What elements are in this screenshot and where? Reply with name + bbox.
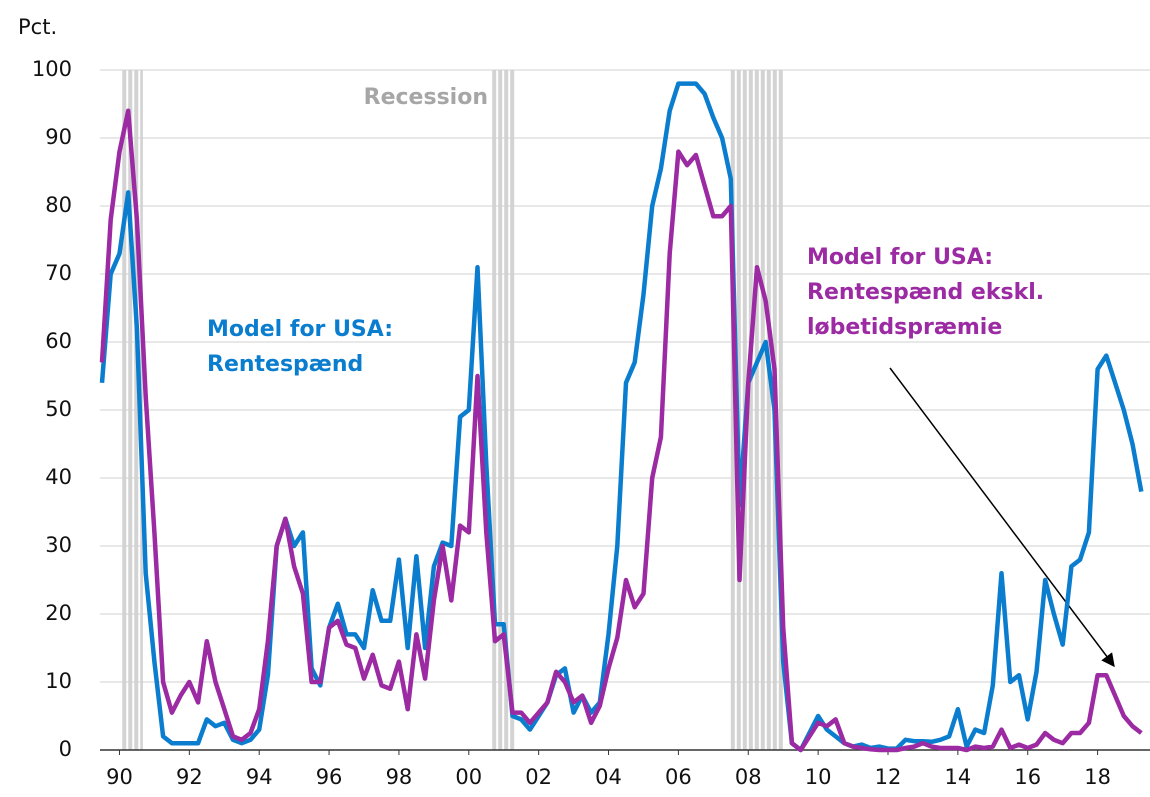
series-label: Model for USA: (807, 245, 993, 270)
series-label: Rentespænd ekskl. (807, 280, 1044, 305)
y-tick-label: 40 (45, 465, 72, 489)
series-line (99, 81, 1144, 753)
x-tick-label: 16 (1014, 765, 1041, 789)
y-tick-label: 30 (45, 533, 72, 557)
x-tick-label: 90 (106, 765, 133, 789)
arrow (889, 367, 1115, 668)
y-tick-label: 60 (45, 329, 72, 353)
y-tick-label: 50 (45, 397, 72, 421)
y-tick-label: 90 (45, 125, 72, 149)
y-tick-label: 100 (32, 57, 72, 81)
x-tick-label: 00 (455, 765, 482, 789)
x-tick-label: 02 (525, 765, 552, 789)
x-tick-label: 18 (1084, 765, 1111, 789)
series-label: Rentespænd (207, 352, 363, 377)
series-label: Model for USA: (207, 317, 393, 342)
y-tick-label: 70 (45, 261, 72, 285)
x-tick-label: 14 (944, 765, 971, 789)
y-tick-label: 10 (45, 669, 72, 693)
series-label: løbetidspræmie (807, 315, 1002, 340)
x-tick-label: 96 (316, 765, 343, 789)
x-tick-label: 98 (386, 765, 413, 789)
y-tick-label: 80 (45, 193, 72, 217)
x-tick-label: 92 (176, 765, 203, 789)
x-tick-label: 94 (246, 765, 273, 789)
x-tick-label: 12 (875, 765, 902, 789)
x-tick-label: 06 (665, 765, 692, 789)
x-tick-label: 10 (805, 765, 832, 789)
series-line (99, 108, 1143, 753)
x-tick-label: 04 (595, 765, 622, 789)
recession-label: Recession (364, 85, 488, 110)
y-tick-label: 20 (45, 601, 72, 625)
x-tick-label: 08 (735, 765, 762, 789)
y-tick-label: 0 (59, 737, 72, 761)
y-unit-label: Pct. (18, 15, 57, 39)
